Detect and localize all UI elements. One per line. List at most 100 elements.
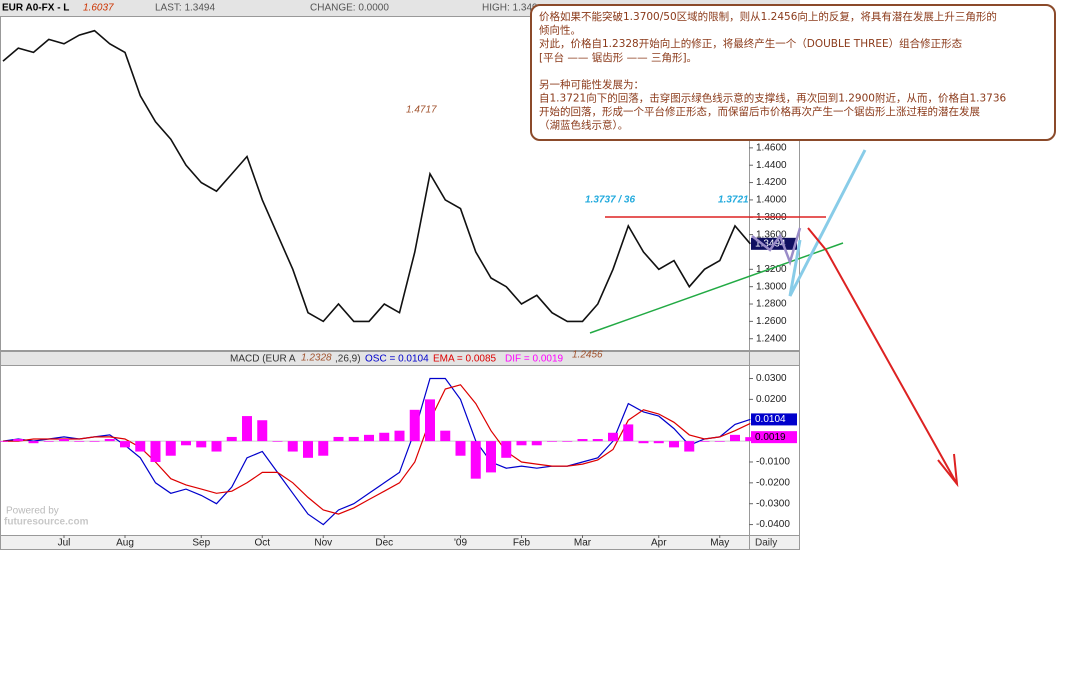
histogram-bar [333, 436, 344, 442]
y-tick-label: -0.0300 [756, 498, 790, 509]
x-tick-label: '09 [454, 538, 467, 549]
x-tick-label: Feb [513, 538, 531, 549]
histogram-bar [501, 441, 512, 458]
histogram-bar [120, 441, 130, 448]
x-tick-label: Aug [116, 538, 134, 549]
legend-entry: EMA = 0.0085 [433, 354, 497, 365]
histogram-bar [608, 432, 618, 442]
x-tick-label: Nov [314, 538, 332, 549]
histogram-bar [150, 441, 161, 462]
high: HIGH: 1.349 [482, 3, 538, 14]
histogram-bar [104, 439, 115, 442]
watermark: futuresource.com [4, 517, 89, 528]
histogram-bar [211, 441, 222, 452]
histogram-bar [379, 432, 390, 442]
histogram-bar [470, 441, 481, 479]
support-line [589, 242, 844, 334]
macd-panel [0, 365, 800, 536]
note-line: 对此，价格自1.2328开始向上的修正，将最终产生一个（DOUBLE THREE… [539, 37, 963, 50]
note-line: 自1.3721向下的回落，击穿图示绿色线示意的支撑线，再次回到1.2900附近，… [539, 91, 1007, 104]
histogram-bar [226, 436, 237, 442]
histogram-bar [257, 420, 268, 442]
y-tick-label: 0.0300 [756, 373, 787, 384]
projection-up [788, 149, 867, 297]
histogram-bar [577, 439, 588, 442]
symbol: EUR A0-FX - L [2, 3, 69, 14]
y-tick-label: 0.0200 [756, 394, 787, 405]
change: CHANGE: 0.0000 [310, 3, 389, 14]
y-tick-label: 1.2400 [756, 333, 787, 344]
histogram-bar [59, 439, 69, 442]
x-tick-label: Mar [574, 538, 592, 549]
last-tag: 1.3494 [755, 238, 786, 249]
histogram-bar [714, 441, 725, 442]
histogram-bar [669, 441, 679, 448]
y-tick-label: -0.0400 [756, 519, 790, 530]
histogram-bar [196, 441, 207, 448]
annotation: 1.3737 / 36 [585, 195, 635, 206]
histogram-bar [89, 441, 100, 442]
y-tick-label: 1.4000 [756, 195, 787, 206]
y-tick-label: -0.0100 [756, 457, 790, 468]
histogram-bar [486, 441, 496, 473]
histogram-bar [242, 416, 252, 442]
macd-subtitle: ,26,9) [335, 354, 361, 365]
legend-entry: DIF = 0.0019 [505, 354, 564, 365]
annotation: 1.3721 [718, 195, 749, 206]
note-box: 价格如果不能突破1.3700/50区域的限制，则从1.2456向上的反复，将具有… [530, 4, 1056, 141]
histogram-bar [0, 441, 8, 442]
annotation: 1.4717 [406, 105, 437, 116]
y-tick-label: 1.4600 [756, 143, 787, 154]
marks: 1.24001.26001.28001.30001.32001.36001.38… [0, 29, 797, 549]
histogram-bar [699, 441, 710, 442]
y-tick-label: 1.2800 [756, 299, 787, 310]
legend-entry: OSC = 0.0104 [365, 354, 429, 365]
tag-bg [751, 431, 797, 444]
series-tag: 0.0019 [755, 432, 786, 443]
histogram-bar [531, 441, 542, 446]
histogram-bar [303, 441, 313, 458]
histogram-bar [394, 430, 405, 442]
histogram-bar [440, 430, 451, 442]
histogram-bar [638, 441, 649, 444]
tag-bg [751, 413, 797, 426]
macd-title: MACD (EUR A [230, 354, 296, 365]
histogram-bar [272, 441, 283, 442]
annotation: 1.2456 [572, 350, 603, 361]
histogram-bar [684, 441, 695, 452]
histogram-bar [13, 439, 24, 442]
y-tick-label: 1.4200 [756, 177, 787, 188]
series-tag: 0.0104 [755, 414, 786, 425]
x-tick-label: Jul [58, 538, 71, 549]
histogram-bar [653, 441, 664, 444]
watermark: Powered by [6, 506, 59, 517]
annotation-bg [300, 352, 335, 365]
histogram-bar [74, 441, 85, 442]
drawn-lines [589, 149, 959, 488]
note-frame [530, 4, 1056, 141]
x-axis-bar [0, 535, 800, 550]
histogram-bar [364, 434, 374, 442]
histogram-bar [287, 441, 298, 452]
histogram-bar [745, 437, 756, 442]
y-tick-label: -0.0200 [756, 477, 790, 488]
y-tick-label: 1.2600 [756, 316, 787, 327]
y-tick-label: 1.3000 [756, 281, 787, 292]
histogram-bar [562, 441, 573, 442]
histogram-bar [730, 434, 740, 442]
histogram-bar [409, 409, 420, 442]
note-line: 价格如果不能突破1.3700/50区域的限制，则从1.2456向上的反复，将具有… [539, 10, 997, 23]
annotation: 1.2328 [301, 353, 332, 364]
annotation: 1.6037 [83, 3, 114, 14]
x-end-label: Daily [755, 538, 777, 549]
histogram-bar [455, 441, 466, 456]
y-tick-label: 1.3200 [756, 264, 787, 275]
histogram-bar [165, 441, 176, 456]
projection-down [807, 227, 958, 485]
note-line: [平台 —— 锯齿形 —— 三角形]。 [539, 51, 697, 64]
x-tick-label: Oct [254, 538, 270, 549]
note-line: 另一种可能性发展为： [539, 78, 644, 91]
triangle-path [751, 227, 802, 266]
arrowhead [937, 453, 959, 488]
